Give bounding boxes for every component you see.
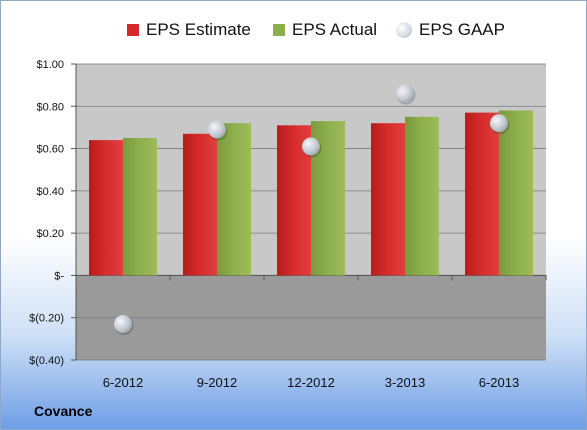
marker-eps-gaap [302, 137, 320, 156]
bar-eps-actual [499, 110, 533, 276]
x-tick-label: 3-2013 [385, 375, 425, 390]
legend: EPS Estimate EPS Actual EPS GAAP [1, 18, 586, 42]
legend-swatch-actual [273, 24, 285, 36]
marker-eps-gaap [114, 315, 132, 334]
x-tick-label: 6-2012 [103, 375, 143, 390]
company-label: Covance [34, 403, 93, 419]
y-tick-label: $1.00 [36, 59, 64, 71]
legend-marker-gaap [396, 22, 412, 38]
bar-eps-estimate [465, 112, 499, 276]
legend-swatch-estimate [127, 24, 139, 36]
marker-eps-gaap [396, 84, 414, 103]
legend-label-actual: EPS Actual [292, 20, 378, 39]
y-tick-label: $(0.40) [29, 355, 64, 367]
bar-eps-actual [217, 123, 251, 276]
y-tick-label: $0.40 [36, 186, 64, 198]
bar-eps-estimate [183, 133, 217, 276]
y-tick-label: $(0.20) [29, 313, 64, 325]
y-tick-label: $0.20 [36, 228, 64, 240]
x-tick-label: 12-2012 [287, 375, 335, 390]
y-tick-label: $- [54, 270, 64, 282]
bar-eps-estimate [371, 123, 405, 276]
marker-eps-gaap [208, 120, 226, 139]
legend-item-estimate: EPS Estimate [127, 18, 251, 42]
legend-item-gaap: EPS GAAP [396, 18, 505, 42]
legend-label-estimate: EPS Estimate [146, 20, 251, 39]
x-tick-label: 9-2012 [197, 375, 237, 390]
legend-label-gaap: EPS GAAP [419, 20, 505, 39]
marker-eps-gaap [490, 114, 508, 133]
x-tick-label: 6-2013 [479, 375, 519, 390]
y-tick-label: $0.60 [36, 144, 64, 156]
y-tick-label: $0.80 [36, 101, 64, 113]
bar-eps-actual [405, 116, 439, 276]
bar-eps-estimate [89, 140, 123, 276]
bar-eps-actual [123, 138, 157, 276]
legend-item-actual: EPS Actual [273, 18, 377, 42]
